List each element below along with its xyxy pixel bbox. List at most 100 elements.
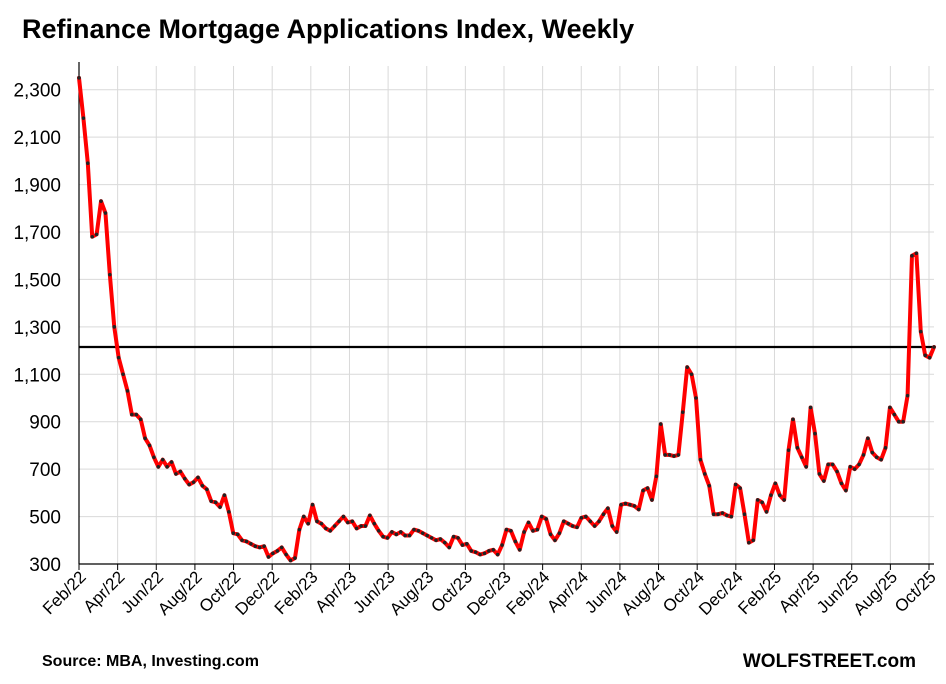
data-point — [720, 511, 725, 515]
y-tick-label: 300 — [29, 555, 61, 576]
data-point — [191, 480, 196, 484]
data-point — [685, 365, 689, 369]
data-point — [822, 479, 826, 483]
data-point — [610, 524, 615, 528]
x-tick-label: Dec/24 — [695, 567, 747, 619]
data-point — [606, 506, 610, 511]
x-tick-label: Feb/25 — [734, 567, 785, 618]
data-point — [857, 462, 861, 467]
data-point — [760, 500, 764, 505]
data-point — [169, 460, 174, 464]
data-point — [619, 502, 623, 507]
x-tick-label: Aug/23 — [386, 567, 438, 619]
data-point — [663, 453, 667, 457]
x-tick-label: Aug/24 — [618, 567, 670, 619]
data-point — [777, 493, 782, 498]
data-point — [253, 544, 258, 549]
x-tick-labels: Feb/22Apr/22Jun/22Aug/22Oct/22Dec/22Feb/… — [39, 567, 940, 619]
data-point — [398, 530, 403, 534]
data-point — [315, 519, 319, 524]
data-point — [883, 446, 888, 450]
x-tick-label: Feb/23 — [271, 567, 322, 618]
data-point — [698, 457, 703, 462]
data-point — [725, 513, 729, 518]
data-point — [121, 372, 125, 377]
y-tick-label: 1,300 — [13, 318, 61, 339]
data-point — [324, 526, 328, 531]
data-point — [156, 464, 161, 469]
x-tick-label: Dec/23 — [463, 567, 515, 619]
y-tick-label: 1,900 — [13, 176, 61, 197]
data-point — [879, 457, 883, 462]
data-point — [478, 552, 482, 557]
data-point — [910, 253, 914, 258]
data-point — [425, 533, 429, 538]
data-point — [517, 547, 522, 552]
x-tick-label: Apr/23 — [311, 567, 360, 616]
data-point — [350, 519, 355, 524]
data-point — [597, 519, 601, 524]
x-tick-label: Feb/24 — [503, 567, 554, 618]
data-point — [650, 498, 654, 502]
data-point — [187, 482, 191, 487]
data-point — [297, 527, 302, 532]
data-point — [707, 483, 712, 488]
marker-layer — [77, 76, 936, 563]
x-tick-label: Oct/25 — [891, 567, 940, 616]
data-point — [689, 372, 694, 377]
y-tick-label: 500 — [29, 508, 61, 529]
data-point — [456, 536, 460, 540]
data-point — [747, 540, 751, 545]
data-point — [403, 533, 407, 538]
data-point — [799, 455, 804, 460]
data-point — [257, 545, 262, 550]
data-point — [786, 448, 791, 452]
data-point — [288, 558, 293, 563]
data-point — [570, 524, 575, 528]
data-point — [782, 498, 786, 502]
data-point — [901, 419, 905, 424]
y-tick-label: 2,300 — [13, 81, 61, 102]
data-point — [77, 76, 81, 80]
data-point — [861, 453, 866, 457]
data-point — [152, 455, 156, 460]
data-point — [205, 487, 209, 492]
data-point — [852, 467, 857, 471]
data-point — [888, 405, 892, 410]
data-point — [733, 482, 738, 487]
data-point — [535, 527, 540, 532]
data-point — [182, 476, 187, 481]
data-point — [914, 251, 919, 256]
data-point — [553, 538, 557, 543]
data-point — [667, 453, 672, 457]
data-point — [231, 531, 236, 535]
data-point — [86, 161, 90, 166]
data-point — [271, 551, 275, 556]
y-tick-label: 2,100 — [13, 128, 61, 149]
data-point — [487, 549, 491, 553]
data-point — [628, 502, 632, 507]
data-point — [588, 519, 593, 524]
data-point — [751, 538, 756, 543]
data-point — [923, 353, 927, 358]
data-point — [769, 493, 773, 498]
data-point — [275, 549, 280, 553]
source-note: Source: MBA, Investing.com — [42, 653, 259, 670]
data-point — [429, 536, 434, 540]
data-point — [526, 520, 531, 525]
data-point — [804, 464, 808, 469]
data-point — [460, 543, 465, 547]
data-point — [213, 500, 218, 505]
y-tick-label: 900 — [29, 413, 61, 434]
data-point — [381, 534, 385, 539]
data-point — [835, 469, 839, 474]
gridlines — [79, 66, 934, 564]
data-point — [262, 544, 266, 549]
data-point — [703, 472, 707, 476]
chart-title: Refinance Mortgage Applications Index, W… — [22, 14, 635, 44]
data-point — [196, 475, 200, 480]
data-point — [548, 532, 553, 537]
data-point — [513, 539, 518, 544]
data-point — [716, 512, 720, 516]
data-point — [451, 534, 456, 539]
